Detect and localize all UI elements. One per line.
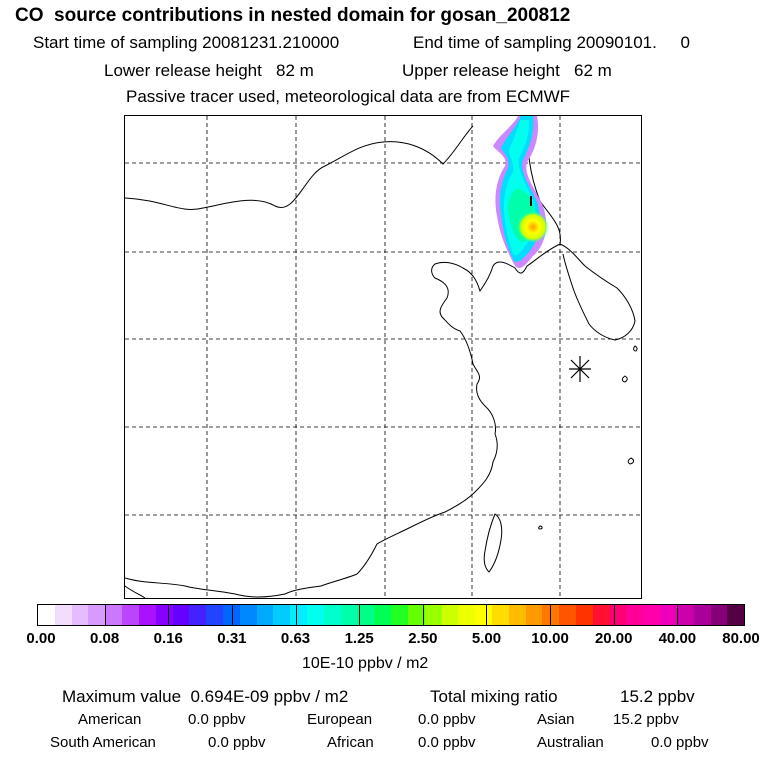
region-name: Australian [537,734,604,751]
total-mixing-label: Total mixing ratio [430,687,558,706]
colorbar-swatch [122,605,139,625]
colorbar-separator [295,604,297,626]
region-name: South American [50,734,156,751]
region-value: 0.0 ppbv [418,734,476,751]
colorbar-tick-label: 20.00 [594,630,633,647]
asterisk-marker [569,356,591,382]
map-panel [124,115,642,599]
colorbar-swatch [105,605,123,625]
plot-title: CO source contributions in nested domain… [15,5,571,26]
colorbar-swatch [340,605,358,625]
colorbar [37,604,745,626]
colorbar-swatch [491,605,509,625]
colorbar-swatch [206,605,223,625]
region-name: Asian [537,711,575,728]
colorbar-swatch [576,605,593,625]
colorbar-swatch [138,605,156,625]
colorbar-swatch [559,605,576,625]
colorbar-tick-label: 0.31 [217,630,247,647]
colorbar-swatch [592,605,610,625]
colorbar-swatch [222,605,240,625]
region-value: 0.0 ppbv [188,711,246,728]
colorbar-swatch [727,605,745,625]
colorbar-swatch [189,605,207,625]
region-value: 0.0 ppbv [418,711,476,728]
colorbar-swatch [323,605,341,625]
colorbar-swatch [290,605,307,625]
colorbar-swatch [307,605,324,625]
colorbar-tick-label: 40.00 [658,630,697,647]
lower-release-height: Lower release height 82 m [104,61,314,80]
colorbar-swatch [643,605,661,625]
colorbar-tick-label: 0.00 [26,630,56,647]
colorbar-tick-label: 1.25 [344,630,374,647]
colorbar-swatch [273,605,291,625]
colorbar-swatch [441,605,459,625]
region-value: 0.0 ppbv [651,734,709,751]
colorbar-swatch [38,605,55,625]
colorbar-swatch [475,605,492,625]
start-time-label: Start time of sampling 20081231.210000 [33,33,340,52]
colorbar-separator [486,604,488,626]
plume-hotspot [517,211,549,243]
colorbar-swatch [508,605,526,625]
grid-lines [125,116,641,598]
colorbar-swatch [609,605,627,625]
region-name: European [307,711,373,728]
end-time-label: End time of sampling 20090101. 0 [413,33,690,52]
colorbar-swatch [256,605,274,625]
colorbar-swatch [660,605,677,625]
colorbar-swatch [626,605,644,625]
colorbar-separator [422,604,424,626]
colorbar-separator [231,604,233,626]
colorbar-swatch [391,605,408,625]
colorbar-swatch [54,605,72,625]
colorbar-swatch [693,605,711,625]
colorbar-swatch [525,605,543,625]
colorbar-tick-label: 2.50 [408,630,438,647]
colorbar-separator [550,604,552,626]
tracer-info: Passive tracer used, meteorological data… [126,87,571,106]
colorbar-separator [359,604,361,626]
colorbar-swatch [88,605,106,625]
colorbar-swatch [71,605,89,625]
colorbar-separator [104,604,106,626]
total-mixing-value: 15.2 ppbv [620,687,695,706]
upper-release-height: Upper release height 62 m [402,61,612,80]
colorbar-swatch [424,605,442,625]
colorbar-tick-label: 0.63 [280,630,311,647]
max-value-label: Maximum value 0.694E-09 ppbv / m2 [62,687,349,706]
colorbar-swatch [374,605,392,625]
colorbar-swatch [155,605,173,625]
colorbar-swatch [676,605,694,625]
colorbar-separator [168,604,170,626]
colorbar-tick-label: 80.00 [722,630,760,647]
colorbar-separator [613,604,615,626]
region-value: 0.0 ppbv [208,734,266,751]
colorbar-swatch [239,605,257,625]
colorbar-tick-label: 0.16 [153,630,183,647]
colorbar-swatch [357,605,375,625]
colorbar-swatch [407,605,425,625]
coastlines [125,116,638,598]
region-value: 15.2 ppbv [613,711,679,728]
colorbar-separator [677,604,679,626]
colorbar-unit: 10E-10 ppbv / m2 [302,655,429,672]
colorbar-tick-label: 10.00 [531,630,569,647]
region-name: African [327,734,374,751]
colorbar-swatch [458,605,476,625]
colorbar-swatch [172,605,190,625]
region-name: American [78,711,142,728]
map-canvas [125,116,641,598]
colorbar-tick-label: 5.00 [471,630,502,647]
colorbar-swatch [710,605,728,625]
concentration-plume [493,116,549,268]
colorbar-tick-label: 0.08 [90,630,120,647]
